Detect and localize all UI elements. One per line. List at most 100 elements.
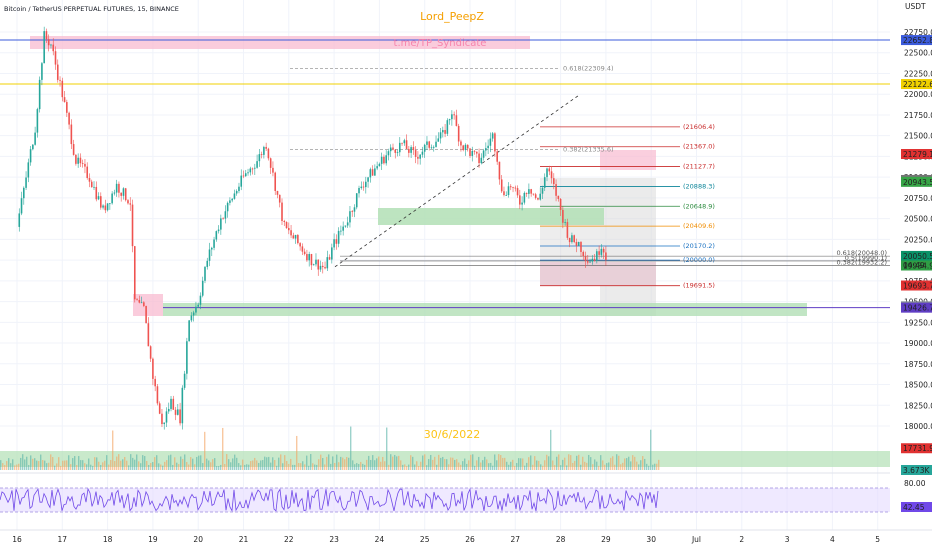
candle-body <box>226 202 229 212</box>
volume-bar <box>316 464 318 470</box>
candle-body <box>548 168 551 172</box>
volume-bar <box>12 459 14 470</box>
x-tick-label: 28 <box>556 535 566 544</box>
candle-body <box>344 225 347 227</box>
candle-body <box>106 203 109 211</box>
volume-bar <box>398 455 400 470</box>
volume-bar <box>514 465 516 470</box>
date-watermark: 30/6/2022 <box>424 428 480 441</box>
candle-body <box>197 304 199 307</box>
x-tick-label: Jul <box>691 535 701 544</box>
candle-body <box>328 257 331 260</box>
candle-body <box>471 150 474 156</box>
price-badge: 21279.1 <box>903 150 932 159</box>
candle-body <box>337 230 340 244</box>
volume-bar <box>192 458 194 470</box>
volume-bar <box>216 465 218 470</box>
price-badge: 20943.5 <box>903 178 932 187</box>
candle-body <box>593 258 596 261</box>
volume-bar <box>454 459 456 470</box>
volume-bar <box>430 454 432 470</box>
volume-bar <box>356 463 358 470</box>
channel-watermark: t.me/TP_Syndicate <box>394 38 487 49</box>
candle-body <box>491 133 494 139</box>
candle-body <box>512 187 514 189</box>
candle-body <box>591 258 594 262</box>
candle-body <box>122 188 125 196</box>
candle-body <box>600 248 603 255</box>
volume-bar <box>596 461 598 470</box>
volume-bar <box>380 461 382 470</box>
volume-bar <box>42 460 44 470</box>
volume-bar <box>302 461 304 470</box>
volume-bar <box>324 464 326 470</box>
y-tick-label: 18000.0 <box>904 422 932 431</box>
candle-body <box>210 247 213 250</box>
volume-bar <box>240 465 242 470</box>
fib-label: (21127.7) <box>683 163 715 171</box>
candle-body <box>378 163 381 167</box>
volume-bar <box>338 462 340 470</box>
fib-label: 0.382(21335.6) <box>563 145 614 153</box>
candle-body <box>45 31 48 40</box>
candle-body <box>419 154 421 159</box>
volume-bar <box>212 459 214 470</box>
volume-bar <box>2 463 4 470</box>
volume-bar <box>480 462 482 470</box>
volume-bar <box>56 463 58 470</box>
volume-bar <box>70 464 72 470</box>
candle-body <box>534 194 537 198</box>
volume-bar <box>496 460 498 470</box>
candle-body <box>149 346 152 359</box>
candle-body <box>118 183 120 193</box>
candle-body <box>215 231 218 240</box>
volume-bar <box>26 456 28 470</box>
candle-body <box>519 195 521 205</box>
volume-bar <box>4 465 6 470</box>
candle-body <box>247 172 249 174</box>
volume-bar <box>170 454 172 470</box>
volume-bar <box>552 460 554 470</box>
candle-body <box>167 408 170 412</box>
candle-body <box>308 254 310 261</box>
volume-bar <box>180 456 182 470</box>
volume-bar <box>448 464 450 470</box>
candle-body <box>398 142 401 153</box>
volume-bar <box>84 463 86 470</box>
candle-body <box>473 150 476 152</box>
candle-body <box>355 193 358 208</box>
volume-bar <box>140 463 142 470</box>
candle-body <box>487 145 489 149</box>
price-axis[interactable]: USDT 22750.0 22500.0 22250.0 22000.0 21750.0 2… <box>901 2 932 512</box>
volume-bar <box>358 463 360 470</box>
volume-bar <box>98 461 100 470</box>
volume-bar <box>598 465 600 470</box>
volume-bar <box>370 459 372 470</box>
candle-body <box>100 196 102 208</box>
candle-body <box>553 178 555 185</box>
candle-body <box>426 141 428 145</box>
volume-bar <box>248 464 250 470</box>
volume-bar <box>406 465 408 470</box>
candle-body <box>290 230 292 236</box>
candle-body <box>457 125 460 142</box>
volume-bar <box>326 456 328 470</box>
price-badge-bg <box>901 443 932 454</box>
volume-bar <box>504 457 506 470</box>
y-tick-label: 22500.0 <box>904 49 932 58</box>
volume-bar <box>636 461 638 470</box>
candle-body <box>131 204 134 247</box>
x-tick-label: 25 <box>420 535 430 544</box>
candle-body <box>170 398 172 409</box>
volume-bar <box>286 461 288 470</box>
candle-body <box>25 177 27 188</box>
candle-body <box>485 148 487 151</box>
volume-bar <box>164 461 166 470</box>
volume-bar <box>340 456 342 470</box>
volume-bar <box>362 463 364 470</box>
time-axis[interactable]: 16 17 18 19 20 21 22 23 24 25 26 27 28 29 30 Jul 2 3 4 5 <box>0 529 932 544</box>
candle-body <box>315 259 317 265</box>
fib-label: (20409.6) <box>683 222 715 230</box>
volume-bar <box>146 460 148 470</box>
